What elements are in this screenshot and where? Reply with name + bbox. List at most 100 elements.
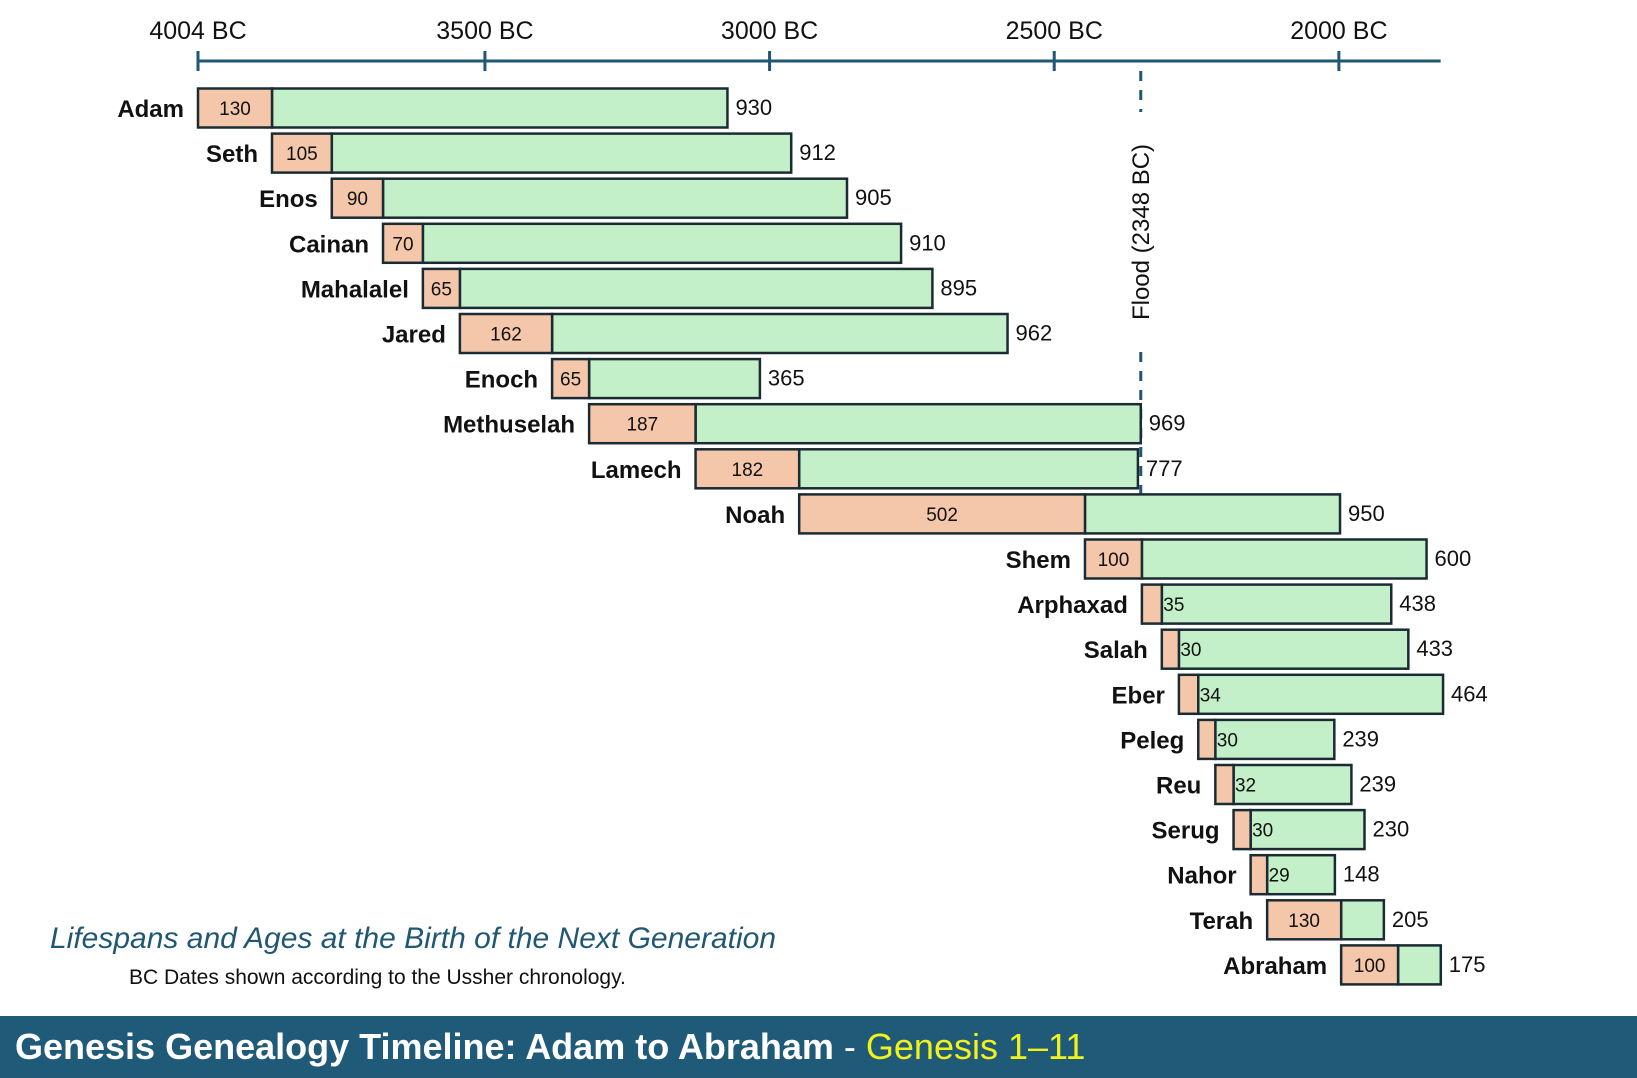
lifespan-label: 365 <box>768 366 805 391</box>
age-at-birth-label: 162 <box>490 325 522 346</box>
age-at-birth-label: 65 <box>560 370 581 391</box>
age-at-birth-bar <box>1249 853 1269 896</box>
person-row: Enoch 65 365 <box>465 357 805 400</box>
age-at-birth-label: 182 <box>732 460 764 481</box>
age-at-birth-bar <box>694 448 801 490</box>
person-row: Arphaxad 35 438 <box>1017 583 1436 625</box>
lifespan-bar <box>694 402 1143 445</box>
age-at-birth-bar <box>1177 673 1200 716</box>
person-name: Mahalalel <box>301 276 409 303</box>
lifespan-label: 433 <box>1416 636 1453 661</box>
age-at-birth-label: 502 <box>926 505 958 526</box>
age-at-birth-label: 30 <box>1252 821 1273 842</box>
age-at-birth-bar <box>1197 718 1217 761</box>
age-at-birth-bar <box>1160 628 1181 670</box>
lifespan-bar <box>1339 899 1386 941</box>
age-at-birth-bar <box>458 312 554 355</box>
person-name: Abraham <box>1223 953 1327 980</box>
footer-separator: - <box>843 1026 856 1067</box>
age-at-birth-bar <box>797 493 1087 535</box>
lifespan-bar <box>1265 853 1337 896</box>
person-name: Arphaxad <box>1017 592 1128 619</box>
person-row: Enos 90 905 <box>259 177 892 219</box>
person-name: Enos <box>259 186 318 213</box>
axis-tick-label: 3500 BC <box>436 17 533 45</box>
axis-tick-label: 2500 BC <box>1006 17 1103 45</box>
age-at-birth-label: 30 <box>1180 640 1201 661</box>
lifespan-label: 148 <box>1343 862 1380 887</box>
lifespan-label: 930 <box>735 95 772 120</box>
person-name: Terah <box>1190 908 1254 935</box>
age-at-birth-label: 35 <box>1163 595 1184 616</box>
age-at-birth-label: 90 <box>347 189 368 210</box>
person-row: Serug 30 230 <box>1152 808 1409 851</box>
age-at-birth-label: 105 <box>286 144 318 165</box>
age-at-birth-label: 100 <box>1354 956 1386 977</box>
lifespan-bar <box>797 448 1140 490</box>
flood-annotation: Flood (2348 BC) <box>1128 71 1155 505</box>
time-axis: 4004 BC 3500 BC 3000 BC 2500 BC 2000 BC <box>149 17 1441 71</box>
lifespan-bar <box>1160 583 1393 625</box>
person-row: Methuselah 187 969 <box>443 402 1186 445</box>
axis-tick-label: 4004 BC <box>149 17 246 45</box>
age-at-birth-label: 70 <box>392 234 413 255</box>
age-at-birth-label: 34 <box>1200 685 1222 706</box>
person-row: Reu 32 239 <box>1156 763 1396 806</box>
age-at-birth-label: 30 <box>1217 730 1238 751</box>
lifespan-label: 895 <box>940 275 977 300</box>
person-name: Serug <box>1152 818 1220 845</box>
genealogy-timeline-chart: 4004 BC 3500 BC 3000 BC 2500 BC 2000 BC Floo… <box>117 17 1488 986</box>
person-name: Seth <box>206 141 258 168</box>
lifespan-label: 239 <box>1359 772 1396 797</box>
lifespan-label: 239 <box>1342 726 1379 751</box>
person-name: Peleg <box>1120 727 1184 754</box>
lifespan-bar <box>458 267 934 310</box>
person-name: Eber <box>1112 682 1165 709</box>
flood-label: Flood (2348 BC) <box>1128 144 1155 320</box>
person-name: Jared <box>382 322 446 349</box>
person-row: Eber 34 464 <box>1112 673 1488 716</box>
footer-reference: Genesis 1–11 <box>865 1026 1086 1067</box>
person-name: Cainan <box>289 231 369 258</box>
person-name: Enoch <box>465 367 538 394</box>
lifespan-label: 230 <box>1372 817 1409 842</box>
lifespan-label: 962 <box>1016 321 1053 346</box>
lifespan-bar <box>1197 673 1445 716</box>
person-name: Methuselah <box>443 412 575 439</box>
lifespan-bar <box>330 132 793 174</box>
lifespan-bar <box>1249 808 1366 851</box>
lifespan-label: 969 <box>1149 411 1186 436</box>
person-row: Terah 130 205 <box>1190 899 1429 941</box>
person-row: Salah 30 433 <box>1084 628 1453 670</box>
lifespan-bar <box>1083 493 1342 535</box>
age-at-birth-bar <box>1083 538 1144 580</box>
person-row: Cainan 70 910 <box>289 222 946 265</box>
lifespan-bar <box>587 357 762 400</box>
person-name: Nahor <box>1167 863 1236 890</box>
lifespan-bar <box>1396 944 1443 986</box>
lifespan-bars: Adam 130 930 Seth 105 912 Enos 90 905 Cainan 70 910… <box>117 87 1488 986</box>
lifespan-label: 600 <box>1435 546 1472 571</box>
age-at-birth-label: 65 <box>431 279 452 300</box>
lifespan-bar <box>550 312 1009 355</box>
age-at-birth-bar <box>587 402 697 445</box>
person-row: Mahalalel 65 895 <box>301 267 977 310</box>
lifespan-label: 777 <box>1146 456 1183 481</box>
age-at-birth-bar <box>1214 763 1235 806</box>
person-row: Seth 105 912 <box>206 132 836 174</box>
person-name: Adam <box>117 96 184 123</box>
age-at-birth-bar <box>421 267 462 310</box>
lifespan-label: 905 <box>855 185 892 210</box>
person-row: Nahor 29 148 <box>1167 853 1380 896</box>
person-row: Jared 162 962 <box>382 312 1053 355</box>
lifespan-label: 950 <box>1348 501 1385 526</box>
person-name: Salah <box>1084 637 1148 664</box>
age-at-birth-bar <box>1339 944 1400 986</box>
footer-banner: Genesis Genealogy Timeline: Adam to Abra… <box>0 1016 1637 1078</box>
age-at-birth-bar <box>381 222 425 265</box>
person-name: Shem <box>1006 547 1071 574</box>
chronology-note: BC Dates shown according to the Ussher c… <box>129 966 626 989</box>
age-at-birth-label: 130 <box>1288 911 1320 932</box>
age-at-birth-bar <box>196 87 274 129</box>
person-row: Peleg 30 239 <box>1120 718 1379 761</box>
